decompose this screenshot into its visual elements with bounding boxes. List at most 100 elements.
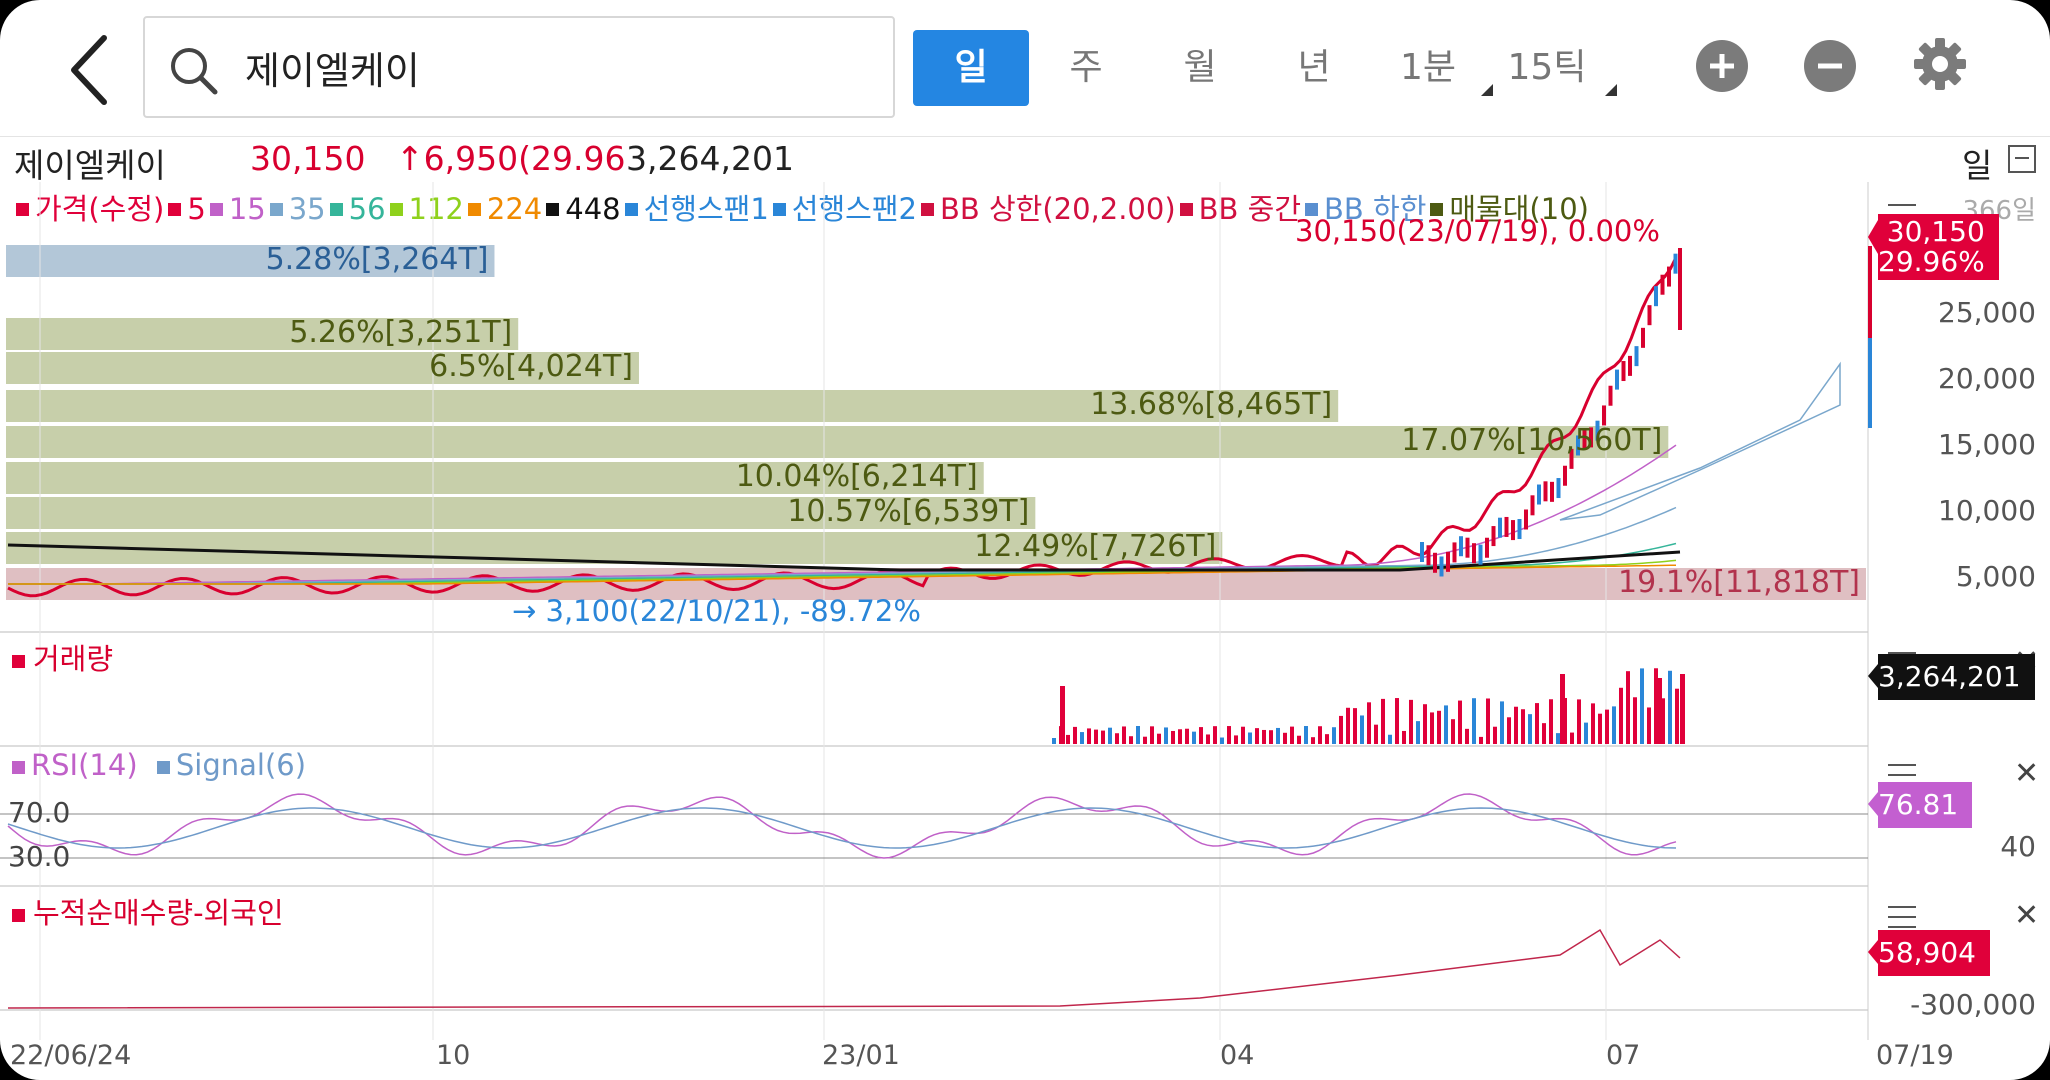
- axis-range-mark: [1868, 338, 1872, 428]
- volume-bar: [1276, 727, 1280, 744]
- window-toggle-button[interactable]: [2008, 145, 2036, 173]
- volume-profile-bar: [6, 245, 495, 277]
- volume-bar: [1451, 719, 1455, 744]
- tab-month[interactable]: 월: [1183, 47, 1217, 88]
- tab-year[interactable]: 년: [1297, 47, 1331, 88]
- volume-bar: [1073, 726, 1077, 744]
- zoom-in-button[interactable]: [1696, 40, 1748, 92]
- gear-icon[interactable]: [1912, 36, 1968, 92]
- candle: [1446, 551, 1450, 572]
- tab-1min[interactable]: 1분: [1371, 30, 1493, 106]
- volume-bar: [1374, 724, 1378, 744]
- close-icon[interactable]: ✕: [2014, 756, 2040, 791]
- search-box[interactable]: 제이엘케이: [143, 16, 895, 118]
- rsi-line: [7, 793, 1677, 859]
- volume-bar: [1262, 729, 1266, 744]
- volume-profile-label: 5.26%[3,251T]: [289, 315, 513, 350]
- volume-bar: [1311, 737, 1315, 744]
- volume-bar: [1416, 721, 1420, 744]
- volume-bar: [1598, 713, 1602, 744]
- legend-item: 112: [408, 192, 464, 226]
- volume-bar: [1269, 730, 1273, 744]
- volume-profile-bar: [6, 497, 1036, 529]
- volume-bar: [1465, 728, 1469, 744]
- moving-average-line: [8, 444, 1677, 585]
- volume-bar: [1535, 703, 1539, 744]
- back-arrow-icon[interactable]: [60, 30, 120, 110]
- y-tick: 15,000: [1938, 428, 2036, 461]
- candle: [1504, 516, 1509, 537]
- volume-bar: [1507, 717, 1511, 744]
- y-tick: 10,000: [1938, 494, 2036, 527]
- tab-week[interactable]: 주: [1069, 47, 1103, 88]
- volume-bar: [1542, 723, 1546, 744]
- volume-bar: [1591, 703, 1595, 744]
- volume-bar: [1430, 712, 1434, 744]
- volume-bar: [1493, 726, 1497, 744]
- candle: [1459, 536, 1463, 557]
- volume-bar: [1360, 715, 1364, 744]
- period-indicator: 일: [1962, 146, 1993, 185]
- foreign-tag-pointer: [1868, 940, 1878, 964]
- candle: [1517, 519, 1522, 540]
- legend-swatch: [156, 760, 170, 774]
- volume-bar: [1150, 726, 1154, 744]
- signal-title-text: Signal(6): [175, 748, 307, 782]
- volume-bar: [1500, 701, 1504, 744]
- volume-bar: [1283, 732, 1287, 744]
- volume-profile-label: 17.07%[10,560T]: [1401, 423, 1663, 458]
- volume-bar: [1339, 715, 1343, 744]
- candle: [1485, 537, 1489, 558]
- volume-bar: [1325, 734, 1329, 744]
- panel-menu-icon[interactable]: [1888, 906, 1916, 928]
- candle: [1634, 346, 1639, 367]
- rsi-level-70: 70.0: [8, 796, 71, 829]
- volume-bar: [1521, 709, 1525, 744]
- legend-swatch: [12, 760, 25, 774]
- legend-swatch: [1430, 202, 1444, 216]
- volume-bar: [1584, 722, 1588, 744]
- volume-profile-label: 10.04%[6,214T]: [735, 459, 978, 494]
- legend-swatch: [546, 202, 560, 216]
- tab-day[interactable]: 일: [913, 30, 1029, 106]
- foreign-net-line: [7, 928, 1681, 1009]
- volume-bar: [1577, 699, 1581, 744]
- volume-bar: [1437, 710, 1441, 744]
- ichimoku-cloud: [1559, 361, 1841, 521]
- tab-15tick[interactable]: 15틱: [1485, 30, 1617, 106]
- volume-bar: [1087, 728, 1091, 744]
- legend-item: 가격(수정): [35, 192, 165, 226]
- volume-profile-bar: [6, 462, 984, 494]
- volume-bar: [1094, 729, 1098, 744]
- candle: [1478, 544, 1483, 565]
- candle: [1465, 537, 1470, 558]
- volume-profile-label: 19.1%[11,818T]: [1617, 565, 1860, 600]
- search-input[interactable]: 제이엘케이: [245, 49, 420, 93]
- volume-bar: [1458, 700, 1462, 744]
- candle: [1615, 369, 1619, 390]
- candle: [1524, 509, 1528, 530]
- legend-swatch: [16, 202, 29, 216]
- volume-bar: [1122, 726, 1126, 744]
- volume-bar: [1353, 708, 1357, 744]
- price-tag: 30,150 29.96%: [1878, 214, 1999, 280]
- close-icon[interactable]: ✕: [2014, 898, 2040, 933]
- candle: [1563, 465, 1567, 486]
- volume-title-text: 거래량: [33, 642, 114, 676]
- candle: [1628, 355, 1632, 376]
- legend-item: 35: [288, 192, 326, 226]
- zoom-out-button[interactable]: [1804, 40, 1856, 92]
- legend-item: BB 중간: [1198, 192, 1302, 226]
- volume-bar: [1185, 728, 1189, 744]
- top-bar: 제이엘케이 일 주 월 년 1분 15틱: [0, 0, 2050, 136]
- volume-bar: [1514, 706, 1518, 744]
- volume-profile-label: 12.49%[7,726T]: [974, 529, 1217, 564]
- tab-15tick-label: 15틱: [1507, 47, 1587, 88]
- candle: [1498, 517, 1502, 538]
- volume-bar: [1675, 688, 1679, 744]
- foreign-panel-title: 누적순매수량-외국인: [12, 890, 284, 932]
- y-tick: 20,000: [1938, 362, 2036, 395]
- candle: [1569, 448, 1574, 469]
- volume-bar: [1178, 729, 1182, 744]
